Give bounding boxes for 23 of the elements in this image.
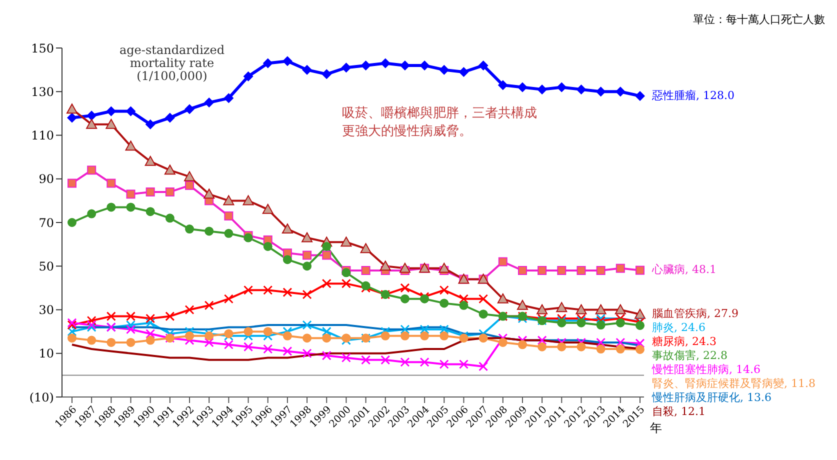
y-tick-label: 130 bbox=[31, 84, 54, 99]
y-axis-title: age-standardized mortality rate (1/100,000) bbox=[118, 43, 226, 83]
text: 事故傷害, 22.8 bbox=[652, 349, 728, 364]
text: 慢性肝病及肝硬化, 13.6 bbox=[652, 391, 772, 406]
series-label: 腦血管疾病, 27.9 bbox=[652, 307, 738, 322]
series-label: 慢性阻塞性肺病, 14.6 bbox=[652, 363, 760, 378]
text: 自殺, 12.1 bbox=[652, 405, 706, 420]
series-label: 心臟病, 48.1 bbox=[652, 263, 716, 278]
series-label: 糖尿病, 24.3 bbox=[652, 335, 716, 350]
y-tick-label: 90 bbox=[38, 172, 54, 186]
y-tick-label: 10 bbox=[38, 346, 54, 361]
text: 單位：每十萬人口死亡人數 bbox=[693, 12, 825, 27]
annotation: 吸菸、嚼檳榔與肥胖，三者共構成更強大的慢性病威脅。 bbox=[342, 104, 538, 141]
y-tick-label: 150 bbox=[31, 41, 54, 56]
y-tick-label: (10) bbox=[29, 390, 54, 404]
series-label: 肺炎, 24.6 bbox=[652, 321, 706, 336]
y-tick-label: 110 bbox=[31, 128, 54, 143]
y-tick-label: 30 bbox=[38, 303, 54, 318]
x-axis-title: 年 bbox=[650, 420, 662, 437]
text: 腎炎、腎病症候群及腎病變, 11.8 bbox=[652, 377, 816, 392]
y-tick-label: 70 bbox=[38, 216, 54, 230]
series-label: 惡性腫瘤, 128.0 bbox=[652, 88, 734, 103]
y-tick-label: 50 bbox=[38, 259, 54, 274]
